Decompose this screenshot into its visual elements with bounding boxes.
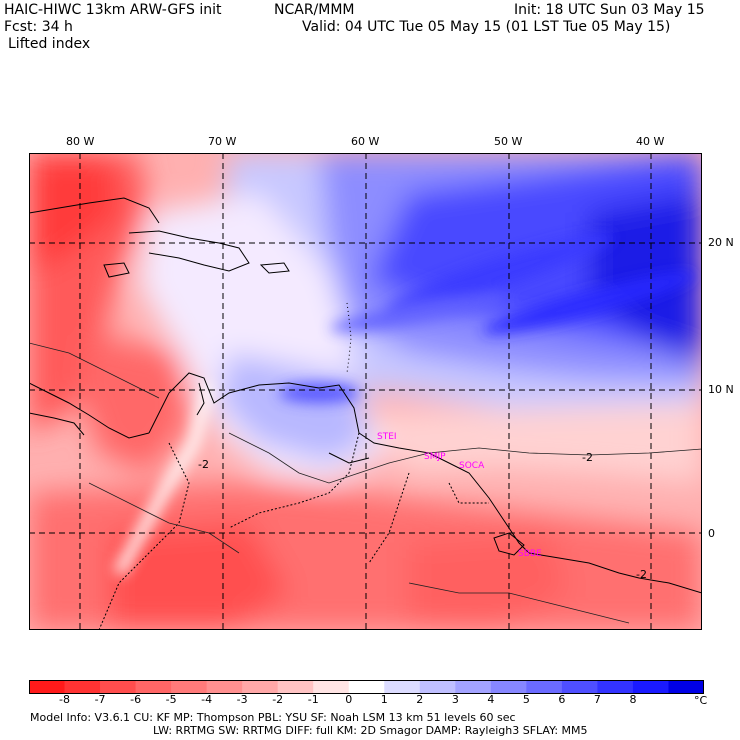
init-time: Init: 18 UTC Sun 03 May 15	[514, 2, 705, 18]
model-info-line1: Model Info: V3.6.1 CU: KF MP: Thompson P…	[30, 711, 516, 724]
lon-label: 40 W	[636, 135, 665, 148]
model-title: HAIC-HIWC 13km ARW-GFS init	[4, 2, 222, 18]
colorbar-tick-label: 7	[593, 693, 601, 706]
colorbar-tick-label: 4	[487, 693, 495, 706]
lat-label: 20 N	[708, 236, 734, 249]
colorbar-swatch	[206, 680, 243, 694]
colorbar-swatch	[384, 680, 421, 694]
colorbar-swatch	[313, 680, 350, 694]
colorbar-tick-label: 1	[380, 693, 388, 706]
colorbar-tick-label: 3	[451, 693, 459, 706]
colorbar-tick-label: -1	[307, 693, 319, 706]
colorbar-swatch	[490, 680, 527, 694]
colorbar-tick-label: -6	[130, 693, 142, 706]
colorbar-swatch	[277, 680, 314, 694]
colorbar-ticks: -8 -7 -6 -5 -4 -3 -2 -1 0 1 2 3 4 5 6 7 8	[29, 694, 704, 708]
colorbar-tick-label: 8	[629, 693, 637, 706]
colorbar-swatch	[348, 680, 385, 694]
colorbar-swatch	[561, 680, 598, 694]
colorbar	[29, 680, 704, 694]
colorbar-border	[29, 680, 704, 694]
lon-label: 80 W	[66, 135, 95, 148]
colorbar-swatch	[171, 680, 208, 694]
colorbar-tick-label: -2	[272, 693, 284, 706]
station-label: SBBE	[518, 549, 542, 559]
lon-label: 50 W	[494, 135, 523, 148]
colorbar-swatch	[455, 680, 492, 694]
colorbar-swatch	[668, 680, 704, 694]
station-label: SOCA	[459, 461, 485, 471]
lon-label: 70 W	[208, 135, 237, 148]
org-label: NCAR/MMM	[274, 2, 355, 18]
lat-label: 10 N	[708, 383, 734, 396]
field-name: Lifted index	[8, 36, 91, 52]
lifted-index-map	[29, 153, 702, 630]
unit-label: °C	[694, 694, 708, 707]
model-info-line2: LW: RRTMG SW: RRTMG DIFF: full KM: 2D Sm…	[153, 724, 588, 737]
colorbar-swatch	[64, 680, 101, 694]
colorbar-tick-label: -5	[165, 693, 177, 706]
colorbar-tick-label: 6	[558, 693, 566, 706]
station-label: STEI	[377, 432, 397, 442]
contour-label: -2	[636, 568, 647, 581]
colorbar-tick-label: -7	[94, 693, 106, 706]
colorbar-tick-label: -8	[59, 693, 70, 706]
valid-time: Valid: 04 UTC Tue 05 May 15 (01 LST Tue …	[302, 19, 671, 35]
colorbar-swatch	[632, 680, 669, 694]
lat-label: 0	[708, 527, 715, 540]
forecast-hour: Fcst: 34 h	[4, 19, 73, 35]
station-label: SMJP	[424, 452, 446, 462]
colorbar-swatch	[419, 680, 456, 694]
contour-label: -2	[582, 451, 593, 464]
colorbar-tick-label: -3	[236, 693, 248, 706]
colorbar-swatch	[135, 680, 172, 694]
colorbar-tick-label: 0	[345, 693, 353, 706]
colorbar-tick-label: 2	[416, 693, 424, 706]
lon-label: 60 W	[351, 135, 380, 148]
colorbar-tick-label: -4	[201, 693, 213, 706]
colorbar-swatch	[29, 680, 66, 694]
colorbar-swatch	[100, 680, 137, 694]
contour-label: -2	[198, 458, 209, 471]
colorbar-swatch	[526, 680, 563, 694]
colorbar-tick-label: 5	[522, 693, 530, 706]
colorbar-swatch	[242, 680, 279, 694]
colorbar-swatch	[597, 680, 634, 694]
